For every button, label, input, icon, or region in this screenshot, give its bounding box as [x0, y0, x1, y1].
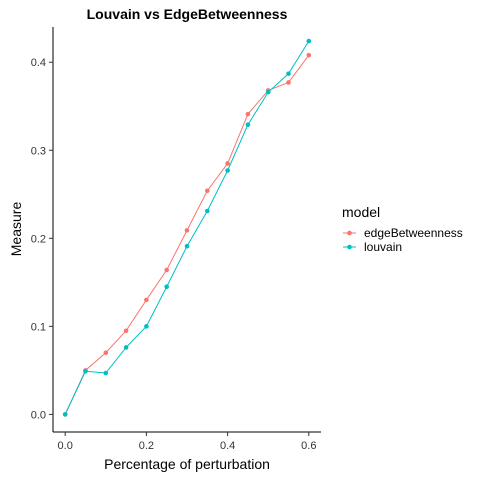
- legend-label-edgeBetweenness: edgeBetweenness: [364, 226, 463, 240]
- data-point-edgeBetweenness: [245, 111, 251, 117]
- data-point-edgeBetweenness: [123, 328, 129, 334]
- data-point-louvain: [103, 370, 109, 376]
- chart-title: Louvain vs EdgeBetweenness: [87, 6, 288, 22]
- y-tick-label: 0.1: [31, 321, 46, 333]
- data-point-louvain: [144, 324, 149, 329]
- data-point-louvain: [225, 168, 230, 173]
- data-point-edgeBetweenness: [164, 267, 169, 273]
- x-axis-title: Percentage of perturbation: [104, 456, 270, 472]
- x-tick-label: 0.2: [139, 440, 154, 452]
- legend-label-louvain: louvain: [364, 240, 402, 254]
- data-point-edgeBetweenness: [103, 350, 109, 356]
- data-point-louvain: [83, 368, 88, 374]
- data-point-louvain: [205, 208, 210, 214]
- series-line-louvain: [64, 40, 310, 415]
- data-point-louvain: [123, 345, 129, 350]
- x-ticks: 0.0 0.2 0.4 0.6: [58, 432, 316, 452]
- series-layer: [62, 38, 312, 417]
- data-point-louvain: [286, 71, 291, 76]
- data-point-louvain: [265, 89, 271, 95]
- data-point-louvain: [164, 284, 169, 290]
- data-point-louvain: [184, 243, 190, 249]
- y-tick-label: 0.2: [31, 233, 46, 245]
- legend-title: model: [342, 204, 380, 220]
- y-tick-label: 0.4: [31, 57, 46, 69]
- y-axis-title: Measure: [8, 202, 24, 257]
- data-point-edgeBetweenness: [286, 80, 291, 85]
- y-tick-label: 0.0: [31, 409, 46, 421]
- data-point-edgeBetweenness: [144, 297, 149, 303]
- x-tick-label: 0.6: [301, 440, 316, 452]
- data-point-louvain: [306, 38, 312, 44]
- x-tick-label: 0.0: [58, 440, 73, 452]
- data-point-louvain: [245, 122, 251, 128]
- data-point-edgeBetweenness: [184, 228, 190, 233]
- data-point-edgeBetweenness: [225, 161, 230, 166]
- plot-area: 0.0 0.1 0.2 0.3 0.4 0.0 0.2 0.4 0.6: [31, 27, 321, 452]
- y-tick-label: 0.3: [31, 145, 46, 157]
- x-tick-label: 0.4: [220, 440, 235, 452]
- y-ticks: 0.0 0.1 0.2 0.3 0.4: [31, 57, 53, 421]
- data-point-edgeBetweenness: [306, 52, 312, 58]
- data-point-louvain: [62, 412, 68, 417]
- series-line-edgeBetweenness: [64, 54, 310, 415]
- data-point-edgeBetweenness: [205, 188, 210, 194]
- legend-point-edgeBetweenness: [347, 230, 352, 236]
- legend-point-louvain: [347, 244, 352, 250]
